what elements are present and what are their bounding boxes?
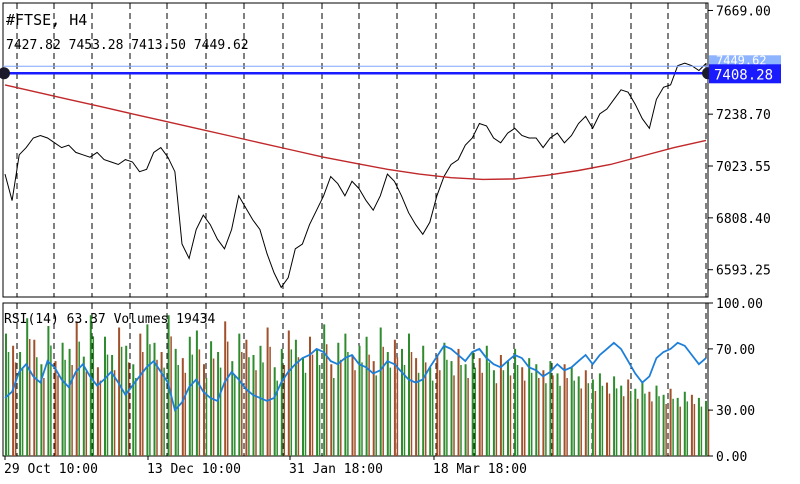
time-tick-label: 31 Jan 18:00 xyxy=(289,462,383,477)
price-series-line[interactable] xyxy=(4,62,707,289)
symbol-label: #FTSE, H4 xyxy=(6,11,87,29)
axis-layer: 7669.00 7238.70 7023.55 6808.40 6593.25 7449.… xyxy=(4,4,781,477)
indicator-tick-label: 100.00 xyxy=(716,297,763,312)
partial-price-tag xyxy=(709,55,781,66)
moving-average-line[interactable] xyxy=(4,84,707,181)
indicator-tick-label: 70.00 xyxy=(716,343,755,358)
price-tick-label: 7023.55 xyxy=(716,160,771,175)
price-panel[interactable] xyxy=(0,62,714,289)
price-tick-label: 6808.40 xyxy=(716,212,771,227)
hline-price-tag xyxy=(709,64,781,84)
price-tick-label: 6593.25 xyxy=(716,264,771,279)
grid-layer xyxy=(2,2,709,457)
indicator-label: RSI(14) 63.37 Volumes 19434 xyxy=(4,312,215,327)
rsi-line[interactable] xyxy=(4,341,707,412)
hline-price-label: 7408.28 xyxy=(714,67,773,83)
time-tick-label: 18 Mar 18:00 xyxy=(433,462,527,477)
price-panel-frame xyxy=(2,2,709,298)
horizontal-line-handle-left[interactable] xyxy=(0,67,10,80)
partial-price-tag-label: 7449.62 xyxy=(716,53,767,67)
time-tick-label: 13 Dec 10:00 xyxy=(147,462,241,477)
price-tick-label: 7669.00 xyxy=(716,4,771,19)
price-tick-label: 7238.70 xyxy=(716,108,771,123)
time-tick-label: 29 Oct 10:00 xyxy=(4,462,98,477)
indicator-tick-label: 30.00 xyxy=(716,404,755,419)
indicator-panel[interactable] xyxy=(4,315,710,456)
indicator-tick-label: 0.00 xyxy=(716,450,747,465)
ohlc-label: 7427.82 7453.28 7413.50 7449.62 xyxy=(6,38,249,53)
